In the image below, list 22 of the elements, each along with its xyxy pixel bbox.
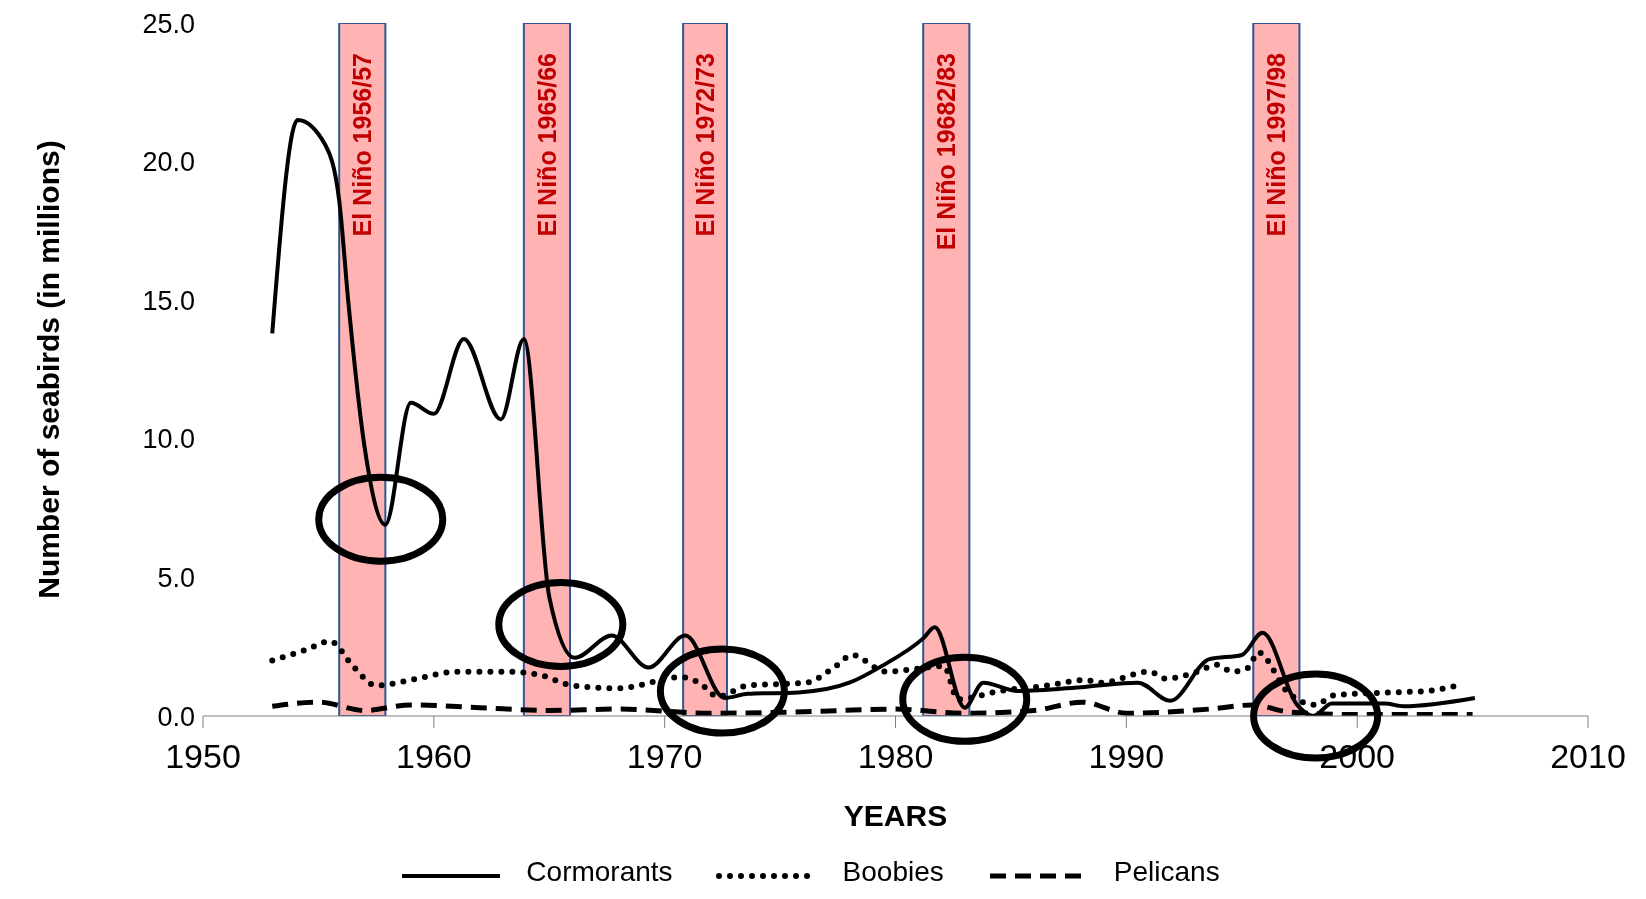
x-tick-label: 1990 [1088, 737, 1165, 776]
legend-label: Cormorants [526, 856, 673, 888]
x-tick-label: 2010 [1550, 737, 1626, 776]
y-tick-label: 25.0 [142, 8, 195, 39]
legend-label: Pelicans [1113, 856, 1220, 888]
band-label: El Niño 19682/83 [932, 53, 961, 251]
x-tick-label: 1970 [626, 737, 703, 776]
y-tick-label: 20.0 [142, 147, 195, 178]
y-tick-label: 0.0 [157, 701, 195, 732]
y-tick-label: 5.0 [157, 562, 195, 593]
band-label: El Niño 1997/98 [1262, 52, 1291, 237]
y-tick-label: 15.0 [142, 285, 195, 316]
y-tick-label: 10.0 [142, 424, 195, 455]
x-tick-label: 1950 [165, 737, 241, 776]
legend-label: Boobies [842, 856, 944, 888]
x-axis-title: YEARS [843, 799, 948, 832]
band-label: El Niño 1972/73 [691, 53, 720, 237]
band-label: El Niño 1965/66 [532, 53, 561, 237]
band-label: El Niño 1956/57 [348, 53, 377, 237]
x-tick-label: 1980 [857, 737, 934, 776]
y-axis-title: Number of seabirds (in millions) [31, 140, 65, 599]
x-tick-label: 1960 [396, 737, 472, 776]
